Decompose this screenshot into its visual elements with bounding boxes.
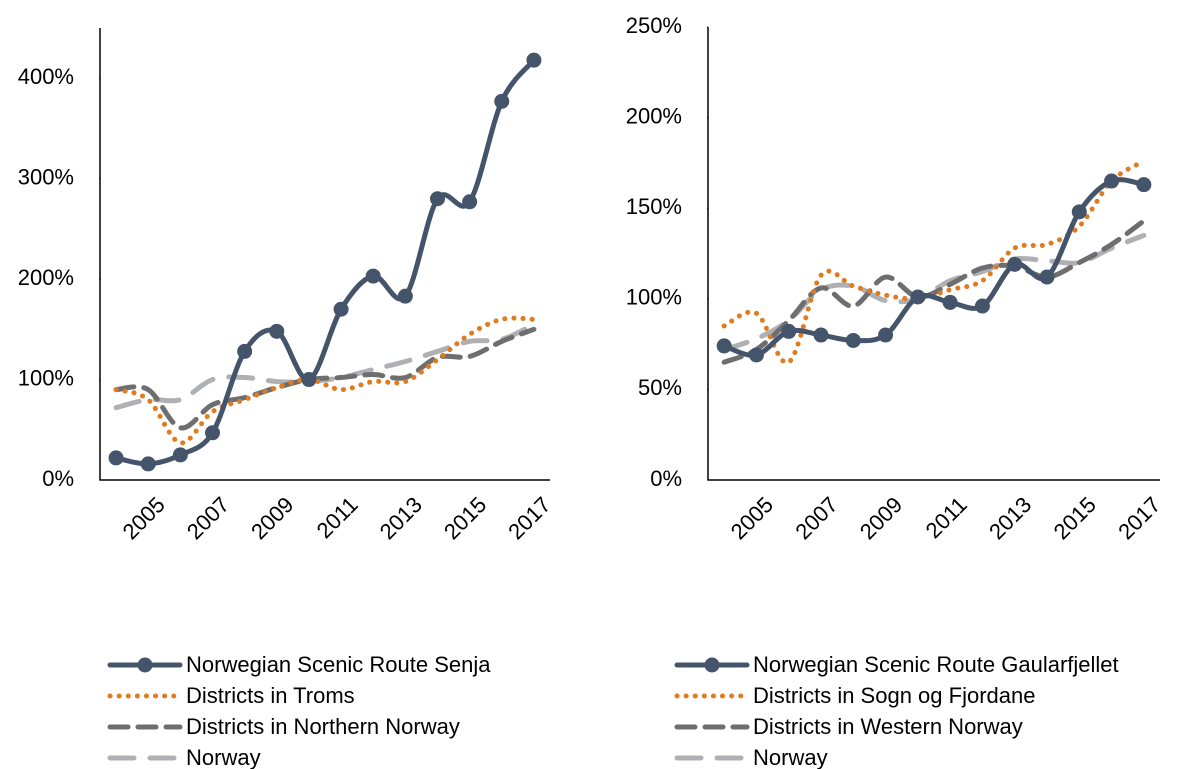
y-tick-label: 100% — [626, 285, 682, 310]
x-tick-label: 2009 — [246, 492, 298, 544]
point — [140, 456, 156, 472]
y-tick-label: 250% — [626, 13, 682, 38]
point — [974, 298, 990, 314]
point — [333, 301, 349, 317]
x-tick-label: 2013 — [375, 492, 427, 544]
y-tick-label: 400% — [18, 64, 74, 89]
y-tick-label: 0% — [650, 466, 682, 491]
point — [397, 288, 413, 304]
x-tick-label: 2017 — [503, 492, 555, 544]
point — [172, 447, 188, 463]
point — [301, 372, 317, 388]
series-line — [721, 218, 1147, 365]
point — [526, 52, 542, 68]
point — [237, 343, 253, 359]
legend-label: Districts in Northern Norway — [186, 714, 460, 739]
x-tick-label: 2007 — [182, 492, 234, 544]
x-tick-label: 2007 — [790, 492, 842, 544]
point — [108, 450, 124, 466]
series-line — [113, 57, 537, 467]
x-tick-label: 2011 — [312, 492, 363, 543]
point — [942, 294, 958, 310]
y-tick-label: 50% — [638, 375, 682, 400]
x-tick-label: 2013 — [984, 492, 1036, 544]
y-tick-label: 100% — [18, 365, 74, 390]
point — [1007, 256, 1023, 272]
x-tick-label: 2017 — [1113, 492, 1165, 544]
point — [1104, 173, 1120, 189]
x-tick-label: 2015 — [439, 492, 491, 544]
series-line — [721, 158, 1147, 365]
x-tick-label: 2009 — [855, 492, 907, 544]
legend-label: Districts in Troms — [186, 683, 355, 708]
x-tick-label: 2005 — [118, 492, 170, 544]
point — [781, 323, 797, 339]
legend-label: Norwegian Scenic Route Senja — [186, 652, 491, 677]
point — [910, 289, 926, 305]
y-tick-label: 200% — [18, 265, 74, 290]
point — [1136, 177, 1152, 193]
series-line — [113, 315, 537, 446]
series-line — [113, 326, 537, 431]
legend-label: Norway — [753, 745, 828, 769]
legend-label: Districts in Western Norway — [753, 714, 1023, 739]
point — [878, 327, 894, 343]
point — [716, 338, 732, 354]
point — [1071, 204, 1087, 220]
legend-marker — [137, 657, 153, 673]
legend-marker — [704, 657, 720, 673]
x-tick-label: 2005 — [726, 492, 778, 544]
y-tick-label: 0% — [42, 466, 74, 491]
point — [813, 327, 829, 343]
point — [269, 323, 285, 339]
y-tick-label: 300% — [18, 164, 74, 189]
series-line — [721, 232, 1147, 353]
point — [205, 425, 220, 441]
point — [365, 268, 381, 284]
point — [845, 332, 861, 348]
point — [430, 191, 445, 207]
series-line — [113, 321, 537, 411]
y-tick-label: 200% — [626, 103, 682, 128]
x-tick-label: 2015 — [1049, 492, 1101, 544]
legend-label: Districts in Sogn og Fjordane — [753, 683, 1035, 708]
x-tick-label: 2011 — [921, 492, 972, 543]
legend-label: Norway — [186, 745, 261, 769]
y-tick-label: 150% — [626, 194, 682, 219]
legend-label: Norwegian Scenic Route Gaularfjellet — [753, 652, 1119, 677]
point — [494, 93, 510, 109]
point — [748, 347, 764, 363]
point — [462, 194, 478, 210]
point — [1039, 269, 1055, 285]
